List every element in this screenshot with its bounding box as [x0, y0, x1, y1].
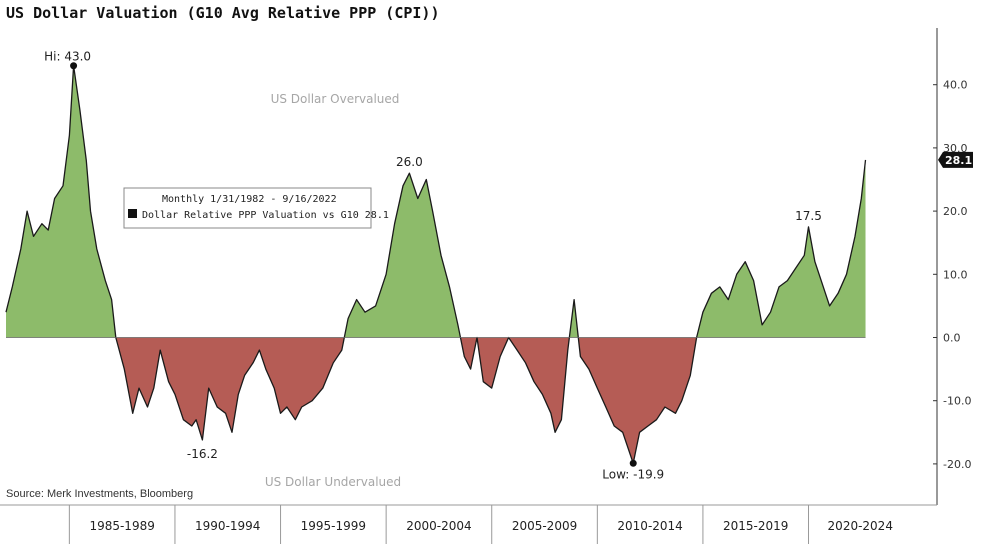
y-tick-label: 0.0: [943, 332, 961, 345]
x-category-label: 1990-1994: [195, 519, 260, 533]
chart-title: US Dollar Valuation (G10 Avg Relative PP…: [6, 4, 440, 22]
last-value-tag: [938, 151, 973, 168]
x-category-label: 1995-1999: [301, 519, 366, 533]
y-tick-label: -10.0: [943, 395, 971, 408]
x-category-label: 2005-2009: [512, 519, 577, 533]
x-category-label: 1985-1989: [89, 519, 154, 533]
negative-area: [6, 337, 866, 464]
annotation-label: -16.2: [187, 447, 218, 461]
source-note: Source: Merk Investments, Bloomberg: [6, 488, 194, 500]
last-value-label: 28.1: [945, 154, 972, 167]
legend-series-label: Dollar Relative PPP Valuation vs G10 28.…: [142, 210, 389, 221]
legend-series-last: 28.1: [365, 210, 389, 221]
legend-swatch: [128, 209, 137, 218]
y-tick-label: -20.0: [943, 458, 971, 471]
y-tick-label: 20.0: [943, 205, 968, 218]
annotation-layer: Hi: 43.0 26.0 -16.2 Low: -19.9 17.5 28.1: [44, 50, 973, 481]
zone-label-undervalued: US Dollar Undervalued: [265, 475, 401, 489]
annotation-dot: [629, 459, 637, 467]
legend-box: [123, 187, 372, 229]
annotation-label: 26.0: [396, 155, 423, 169]
series-line: [5, 65, 867, 464]
x-category-label: 2020-2024: [828, 519, 893, 533]
y-tick-label: 40.0: [943, 79, 968, 92]
y-tick-label: 10.0: [943, 268, 968, 281]
y-tick-label: 30.0: [943, 142, 968, 155]
legend-date-range: Monthly 1/31/1982 - 9/16/2022: [162, 194, 337, 205]
legend: Monthly 1/31/1982 - 9/16/2022 Dollar Rel…: [123, 187, 389, 229]
positive-area: [6, 65, 866, 338]
axes-layer: 40.0 30.0 20.0 10.0 0.0 -10.0 -20.0 1985-1989 19…: [0, 28, 971, 544]
x-category-label: 2000-2004: [406, 519, 471, 533]
x-category-label: 2015-2019: [723, 519, 788, 533]
annotation-label: 17.5: [795, 209, 822, 223]
annotation-label: Low: -19.9: [602, 467, 664, 481]
area-layer: [5, 65, 867, 464]
annotation-dot: [70, 62, 78, 70]
zone-label-overvalued: US Dollar Overvalued: [271, 92, 400, 106]
annotation-label: Hi: 43.0: [44, 50, 91, 64]
legend-series-name: Dollar Relative PPP Valuation vs G10: [142, 210, 359, 221]
x-category-label: 2010-2014: [617, 519, 682, 533]
